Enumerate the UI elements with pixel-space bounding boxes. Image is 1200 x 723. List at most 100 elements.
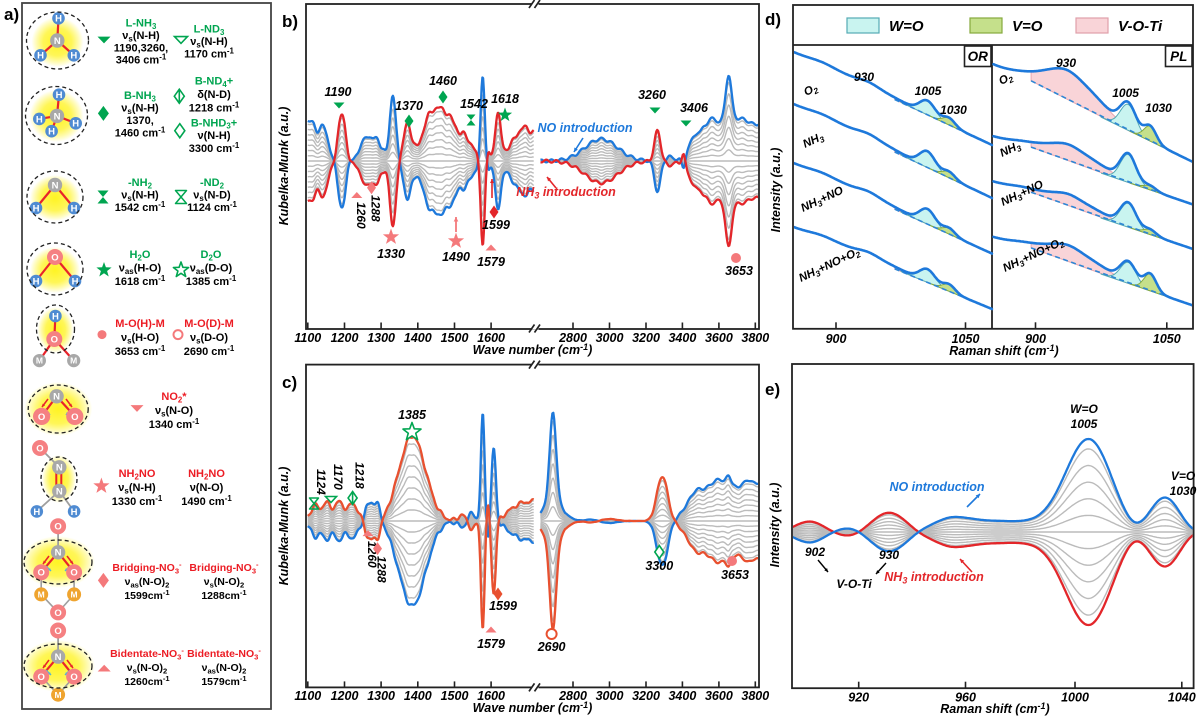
svg-text:3200: 3200 <box>632 331 660 345</box>
svg-text:νs(N-H): νs(N-H) <box>190 36 228 49</box>
svg-text:1030: 1030 <box>1145 101 1172 115</box>
svg-text:b): b) <box>282 12 298 31</box>
svg-text:L-NH3: L-NH3 <box>126 18 157 31</box>
svg-text:1599: 1599 <box>489 599 517 613</box>
svg-text:1170: 1170 <box>331 464 345 490</box>
svg-text:3800: 3800 <box>741 331 769 345</box>
svg-text:νs(H-O): νs(H-O) <box>121 332 159 345</box>
svg-text:3653 cm-1: 3653 cm-1 <box>115 344 166 358</box>
svg-text:δ(N-D): δ(N-D) <box>197 89 231 101</box>
svg-text:NO2*: NO2* <box>161 391 187 404</box>
svg-text:W=O: W=O <box>1070 402 1098 416</box>
svg-text:1288: 1288 <box>369 195 383 222</box>
svg-text:L-ND3: L-ND3 <box>194 24 225 37</box>
svg-text:V=O: V=O <box>1171 469 1196 483</box>
svg-text:1618 cm-1: 1618 cm-1 <box>115 274 166 288</box>
svg-text:νs(N-H): νs(N-H) <box>122 30 160 43</box>
svg-text:Wave number (cm-1): Wave number (cm-1) <box>473 700 593 715</box>
svg-text:3300 cm-1: 3300 cm-1 <box>189 141 240 155</box>
svg-text:NH2NO: NH2NO <box>119 468 156 481</box>
svg-text:2800: 2800 <box>558 689 587 703</box>
svg-text:O: O <box>70 672 77 683</box>
svg-text:3800: 3800 <box>741 689 769 703</box>
svg-text:Bridging-NO3-: Bridging-NO3- <box>112 560 182 576</box>
svg-text:3600: 3600 <box>705 331 733 345</box>
svg-text:1005: 1005 <box>915 84 942 98</box>
svg-text:B-NH3: B-NH3 <box>124 90 157 103</box>
svg-text:M: M <box>55 690 62 700</box>
svg-text:1330: 1330 <box>377 247 405 261</box>
svg-text:H: H <box>55 14 62 25</box>
svg-text:H: H <box>71 507 78 518</box>
svg-text:O: O <box>70 568 77 579</box>
svg-text:N: N <box>56 486 63 497</box>
svg-text:2690: 2690 <box>537 640 566 654</box>
svg-text:1385: 1385 <box>398 408 427 422</box>
svg-text:D2O: D2O <box>201 249 222 262</box>
svg-text:B-ND4+: B-ND4+ <box>195 76 233 89</box>
svg-text:Bidentate-NO3-: Bidentate-NO3- <box>110 646 184 662</box>
svg-text:1600: 1600 <box>477 331 505 345</box>
svg-text:O2: O2 <box>802 82 820 100</box>
svg-text:1400: 1400 <box>404 331 432 345</box>
svg-text:3300: 3300 <box>645 559 673 573</box>
svg-text:2800: 2800 <box>558 331 587 345</box>
svg-text:1288: 1288 <box>375 556 389 583</box>
svg-text:1490 cm-1: 1490 cm-1 <box>181 494 232 508</box>
svg-text:PL: PL <box>1170 49 1187 64</box>
svg-text:1030: 1030 <box>1170 484 1197 498</box>
svg-text:1260cm-1: 1260cm-1 <box>124 674 170 688</box>
svg-text:1218 cm-1: 1218 cm-1 <box>189 100 240 114</box>
svg-text:1190,3260,: 1190,3260, <box>114 43 168 55</box>
svg-text:c): c) <box>282 373 297 392</box>
svg-text:H: H <box>72 276 79 287</box>
svg-text:1370,: 1370, <box>126 115 154 127</box>
svg-text:1040: 1040 <box>1168 691 1196 705</box>
svg-text:930: 930 <box>1056 56 1076 70</box>
svg-text:920: 920 <box>848 691 869 705</box>
svg-text:O: O <box>54 522 61 533</box>
svg-text:Wave number (cm-1): Wave number (cm-1) <box>473 342 593 357</box>
svg-text:3400: 3400 <box>668 331 696 345</box>
svg-text:900: 900 <box>1025 332 1046 346</box>
svg-text:900: 900 <box>826 332 847 346</box>
svg-text:H: H <box>33 507 40 518</box>
svg-text:OR: OR <box>968 49 989 64</box>
svg-text:1170 cm-1: 1170 cm-1 <box>184 46 234 60</box>
svg-text:N: N <box>52 180 59 191</box>
svg-text:νas(N-O)2: νas(N-O)2 <box>202 662 247 675</box>
svg-text:1030: 1030 <box>940 103 967 117</box>
svg-text:1385 cm-1: 1385 cm-1 <box>186 274 237 288</box>
svg-text:M: M <box>70 356 77 366</box>
svg-text:3406 cm-1: 3406 cm-1 <box>116 52 167 66</box>
svg-text:N: N <box>54 111 61 122</box>
svg-text:V-O-Ti: V-O-Ti <box>1118 18 1163 35</box>
svg-text:1100: 1100 <box>294 689 321 703</box>
svg-text:M: M <box>71 590 78 600</box>
svg-text:1460: 1460 <box>429 74 457 88</box>
svg-text:H: H <box>71 203 78 214</box>
svg-text:2690 cm-1: 2690 cm-1 <box>184 344 235 358</box>
svg-text:1050: 1050 <box>1153 332 1181 346</box>
svg-text:1542: 1542 <box>460 97 488 111</box>
svg-text:1490: 1490 <box>442 250 470 264</box>
svg-text:O: O <box>36 443 43 454</box>
svg-text:1005: 1005 <box>1112 86 1139 100</box>
svg-text:νas(N-O)2: νas(N-O)2 <box>125 576 170 589</box>
svg-text:ν(N-H): ν(N-H) <box>198 130 231 142</box>
svg-text:Bridging-NO3-: Bridging-NO3- <box>189 560 259 576</box>
svg-text:NH3 introduction: NH3 introduction <box>516 185 616 200</box>
svg-text:N: N <box>55 548 62 559</box>
svg-text:1579: 1579 <box>477 637 505 651</box>
svg-text:1400: 1400 <box>404 689 432 703</box>
svg-text:Intensity (a.u.): Intensity (a.u.) <box>768 483 782 568</box>
svg-text:H: H <box>33 276 40 287</box>
svg-text:O: O <box>38 672 45 683</box>
svg-text:H2O: H2O <box>130 249 151 262</box>
svg-text:O: O <box>71 412 78 423</box>
svg-text:1300: 1300 <box>367 689 395 703</box>
svg-text:3406: 3406 <box>680 101 709 115</box>
svg-text:H: H <box>56 90 63 101</box>
svg-text:N: N <box>53 392 60 403</box>
svg-text:1050: 1050 <box>952 332 980 346</box>
